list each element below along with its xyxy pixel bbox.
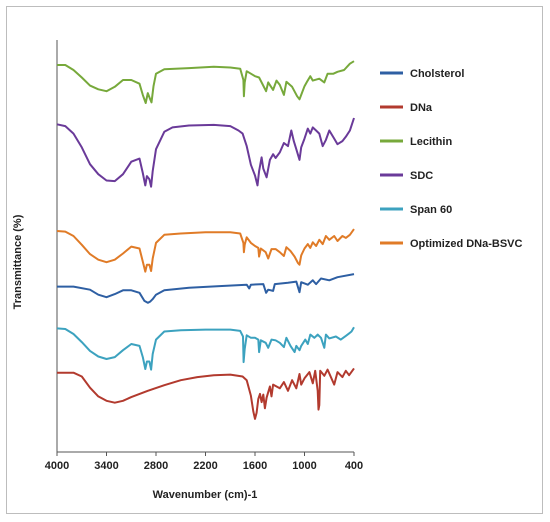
x-tick-label: 3400	[94, 460, 118, 472]
x-tick-label: 2200	[193, 460, 217, 472]
x-tick-label: 1000	[292, 460, 316, 472]
x-tick-label: 2800	[144, 460, 168, 472]
series-line-optimized-dna-bsvc	[56, 228, 355, 273]
legend: Cholsterol DNa Lecithin SDC Span 60 Optimized…	[380, 68, 523, 250]
legend-label: Cholsterol	[410, 68, 464, 80]
legend-label: Optimized DNa-BSVC	[410, 238, 523, 250]
x-axis-title: Wavenumber (cm)-1	[153, 489, 258, 501]
series-group	[56, 60, 355, 420]
legend-label: DNa	[410, 102, 433, 114]
y-axis-title: Transmittance (%)	[12, 214, 24, 309]
legend-label: Span 60	[410, 204, 452, 216]
legend-label: SDC	[410, 170, 433, 182]
legend-label: Lecithin	[410, 136, 452, 148]
x-tick-label: 4000	[45, 460, 69, 472]
chart-axes: 4000 3400 2800 2200 1600 1000 400	[45, 40, 363, 472]
x-tick-label: 1600	[243, 460, 267, 472]
series-line-span-60	[56, 326, 355, 371]
chart-frame	[6, 6, 543, 514]
x-tick-label: 400	[345, 460, 363, 472]
series-line-cholsterol	[57, 273, 355, 304]
series-line-sdc	[56, 117, 355, 188]
series-line-lecithin	[57, 60, 355, 104]
series-line-dna	[57, 367, 355, 420]
